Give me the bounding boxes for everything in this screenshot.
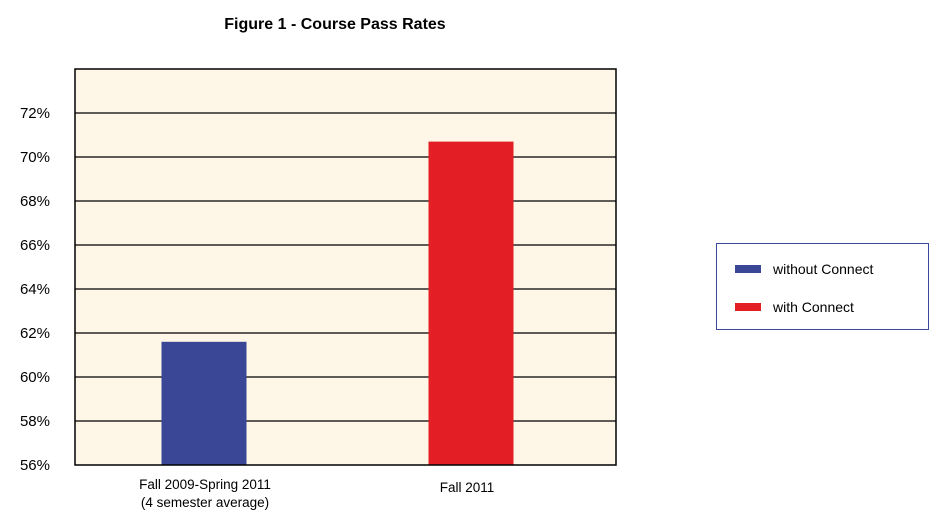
y-tick-label: 66% [20,237,50,254]
plot-background [75,69,616,465]
x-tick-label-line: Fall 2011 [439,480,495,495]
y-tick-label: 68% [20,193,50,210]
y-tick-label: 58% [20,413,50,430]
x-tick-label-line: Fall 2009-Spring 2011 [139,477,271,492]
x-tick-label: Fall 2011 [367,479,567,497]
bar-with-connect [428,141,514,465]
y-tick-label: 64% [20,281,50,298]
bar-without-connect [161,341,247,465]
legend-swatch [735,265,761,273]
legend-item-with-connect: with Connect [735,299,854,315]
legend-label: with Connect [773,299,854,315]
y-tick-label: 56% [20,457,50,474]
chart-title: Figure 1 - Course Pass Rates [224,16,446,33]
y-tick-label: 70% [20,149,50,166]
y-tick-label: 72% [20,105,50,122]
y-tick-label: 60% [20,369,50,386]
legend: without Connect with Connect [716,243,929,330]
plot-frame [74,68,617,466]
legend-item-without-connect: without Connect [735,261,873,277]
legend-swatch [735,303,761,311]
x-tick-label: Fall 2009-Spring 2011 (4 semester averag… [100,476,310,512]
legend-label: without Connect [773,261,874,277]
x-tick-label-line: (4 semester average) [140,495,270,510]
y-tick-label: 62% [20,325,50,342]
